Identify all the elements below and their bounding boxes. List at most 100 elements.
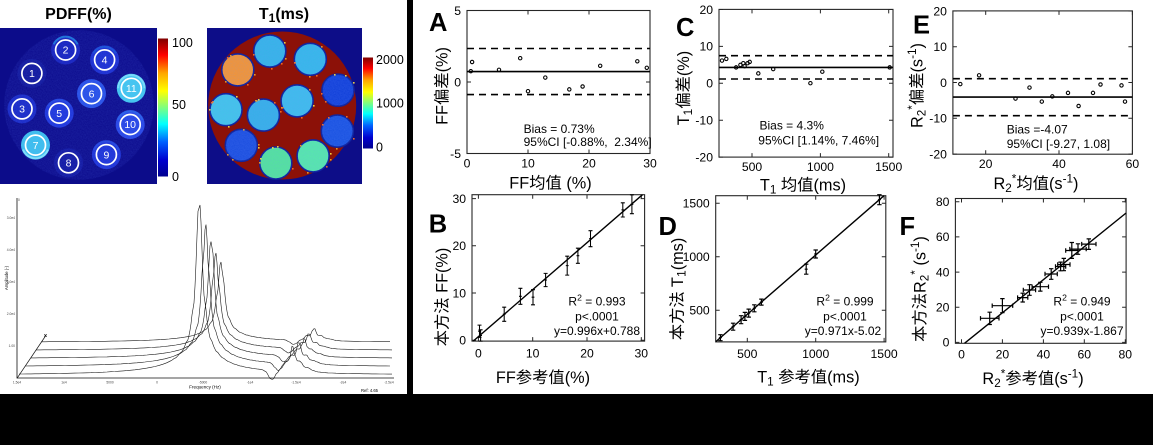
- svg-text:FF: FF: [434, 105, 452, 125]
- svg-text:0: 0: [454, 75, 461, 89]
- svg-text:Ref: 4.65: Ref: 4.65: [361, 388, 379, 393]
- svg-text:10: 10: [452, 286, 466, 300]
- svg-text:30: 30: [452, 192, 466, 206]
- svg-text:500: 500: [737, 347, 758, 361]
- svg-text:0: 0: [958, 347, 965, 361]
- svg-text:0: 0: [464, 157, 471, 171]
- svg-text:R: R: [1053, 295, 1062, 309]
- svg-text:0: 0: [459, 334, 466, 348]
- svg-text:1: 1: [770, 183, 777, 196]
- svg-text:(ms): (ms): [827, 369, 860, 387]
- svg-text:-5000: -5000: [199, 381, 208, 385]
- svg-text:2: 2: [577, 293, 582, 303]
- svg-text:E: E: [913, 12, 930, 40]
- svg-text:(%): (%): [562, 175, 592, 193]
- svg-text:): ): [909, 43, 927, 48]
- svg-text:(s: (s: [1049, 175, 1063, 193]
- svg-text:20: 20: [582, 157, 596, 171]
- svg-text:-1e4: -1e4: [247, 381, 254, 385]
- svg-text:1: 1: [29, 68, 35, 80]
- svg-text:20: 20: [933, 4, 947, 18]
- svg-text:0: 0: [172, 170, 179, 184]
- svg-text:F: F: [900, 213, 916, 241]
- svg-text:20: 20: [699, 3, 713, 17]
- svg-text:20: 20: [580, 347, 594, 361]
- svg-text:1500: 1500: [871, 347, 898, 361]
- svg-text:R: R: [909, 116, 927, 128]
- svg-text:0: 0: [940, 76, 947, 90]
- svg-text:10: 10: [124, 119, 136, 131]
- svg-text:30: 30: [635, 347, 649, 361]
- svg-text:10: 10: [526, 347, 540, 361]
- svg-text:B: B: [429, 211, 447, 239]
- svg-text:-1: -1: [909, 242, 922, 252]
- svg-text:FF: FF: [496, 369, 516, 387]
- svg-text:Bias = 4.3%: Bias = 4.3%: [760, 119, 825, 133]
- svg-text:60: 60: [1078, 347, 1092, 361]
- svg-text:-2.5e4: -2.5e4: [384, 381, 394, 385]
- svg-text:10: 10: [521, 157, 535, 171]
- svg-text:20: 20: [996, 347, 1010, 361]
- svg-text:T: T: [669, 277, 687, 291]
- svg-text:y=0.939x-1.867: y=0.939x-1.867: [1040, 324, 1123, 338]
- svg-text:20: 20: [936, 301, 950, 315]
- svg-text:80: 80: [936, 195, 950, 209]
- svg-text:D: D: [659, 213, 677, 241]
- svg-text:95%CI [-9.27, 1.08]: 95%CI [-9.27, 1.08]: [1007, 137, 1110, 151]
- svg-text:0: 0: [156, 381, 158, 385]
- svg-text:2.0e4: 2.0e4: [7, 312, 15, 316]
- svg-text:= 0.993: = 0.993: [582, 295, 626, 309]
- svg-text:1000: 1000: [683, 250, 710, 264]
- svg-text:1: 1: [767, 375, 774, 388]
- svg-text:2: 2: [1005, 182, 1012, 195]
- svg-text:-20: -20: [695, 150, 713, 164]
- svg-text:(ms): (ms): [814, 177, 847, 195]
- svg-text:-1: -1: [1068, 368, 1078, 381]
- svg-text:C: C: [676, 14, 694, 42]
- svg-text:5: 5: [56, 108, 62, 120]
- svg-text:p<.0001: p<.0001: [1060, 310, 1104, 324]
- svg-text:0: 0: [706, 77, 713, 91]
- svg-text:0: 0: [943, 336, 950, 350]
- svg-text:(%): (%): [434, 47, 452, 72]
- svg-text:95%CI [1.14%, 7.46%]: 95%CI [1.14%, 7.46%]: [758, 133, 879, 147]
- svg-text:*: *: [1012, 173, 1017, 186]
- svg-text:6: 6: [89, 88, 95, 100]
- svg-text:100: 100: [172, 36, 193, 50]
- svg-text:95%CI [-0.88%, 2.34%]: 95%CI [-0.88%, 2.34%]: [524, 135, 652, 149]
- svg-text:*: *: [909, 270, 922, 275]
- svg-text:1000: 1000: [802, 347, 829, 361]
- svg-text:-20: -20: [929, 147, 947, 161]
- svg-text:Amplitude (-): Amplitude (-): [4, 265, 9, 290]
- svg-text:0: 0: [376, 140, 383, 154]
- svg-text:(s: (s: [1054, 370, 1068, 388]
- svg-text:2: 2: [994, 377, 1001, 390]
- svg-text:= 0.999: = 0.999: [830, 295, 874, 309]
- svg-text:-10: -10: [929, 112, 947, 126]
- svg-text:0: 0: [475, 347, 482, 361]
- svg-text:1500: 1500: [683, 197, 710, 211]
- svg-text:p<.0001: p<.0001: [575, 310, 619, 324]
- svg-text:): ): [1078, 370, 1083, 388]
- svg-text:(ms): (ms): [669, 238, 687, 271]
- svg-text:10: 10: [699, 40, 713, 54]
- svg-text:3: 3: [19, 104, 25, 116]
- svg-text:500: 500: [742, 160, 763, 174]
- svg-text:FF: FF: [509, 175, 529, 193]
- svg-text:500: 500: [689, 304, 710, 318]
- svg-text:8: 8: [66, 158, 72, 170]
- svg-text:-5: -5: [450, 147, 461, 161]
- svg-text:): ): [911, 236, 929, 241]
- svg-text:*: *: [1001, 368, 1006, 381]
- svg-text:Frequency (Hz): Frequency (Hz): [189, 385, 221, 390]
- svg-text:11: 11: [126, 83, 137, 95]
- svg-text:7: 7: [33, 140, 39, 152]
- svg-text:1.5e4: 1.5e4: [13, 381, 21, 385]
- svg-text:2: 2: [825, 293, 830, 303]
- svg-text:40: 40: [1037, 347, 1051, 361]
- svg-text:R: R: [911, 281, 929, 293]
- svg-text:*: *: [906, 105, 919, 110]
- svg-text:1: 1: [682, 109, 695, 116]
- svg-text:1e4: 1e4: [61, 381, 67, 385]
- svg-text:T: T: [760, 177, 770, 195]
